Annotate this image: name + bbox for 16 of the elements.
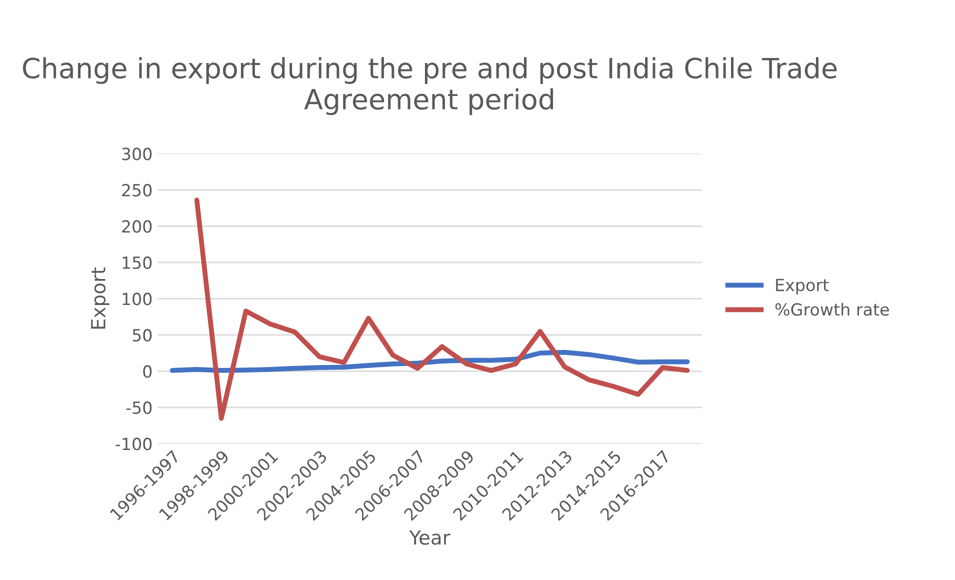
line-series xyxy=(194,198,690,421)
y-tick-label: 200 xyxy=(122,220,152,233)
y-axis-title: Export xyxy=(91,267,110,329)
y-tick-label: 150 xyxy=(122,256,152,270)
y-tick-label: 250 xyxy=(122,184,152,197)
y-tick-label: 0 xyxy=(143,365,152,378)
y-tick-label: 100 xyxy=(122,292,152,306)
x-axis-title: Year xyxy=(409,530,450,545)
y-tick-label: -50 xyxy=(126,401,152,414)
y-tick-label: -100 xyxy=(116,438,152,450)
y-tick-label: 300 xyxy=(122,148,152,160)
legend-label: %Growth rate xyxy=(775,302,889,316)
y-tick-label: 50 xyxy=(132,328,152,342)
chart-title: Change in export during the pre and post India Chile Trade Agreement period xyxy=(22,57,837,116)
line-series xyxy=(170,350,690,373)
legend-label: Export xyxy=(776,278,829,295)
